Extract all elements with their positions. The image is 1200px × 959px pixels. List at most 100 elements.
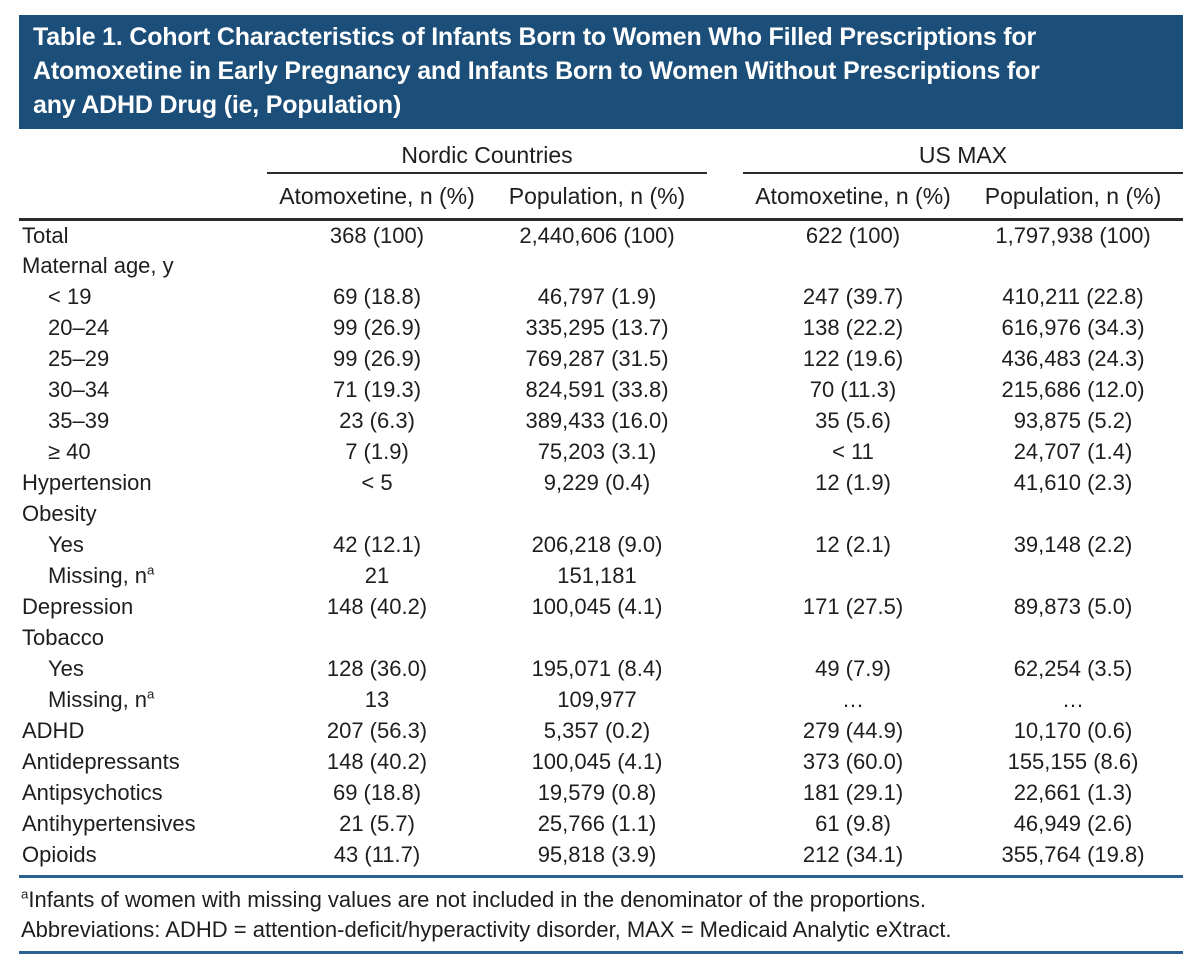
cell-value: 93,875 (5.2) — [1013, 408, 1133, 433]
cell-value: 247 (39.7) — [802, 284, 904, 309]
table-row: Maternal age, y — [19, 251, 1183, 282]
row-label: 30–34 — [48, 377, 110, 402]
cell-value: 43 (11.7) — [333, 842, 421, 867]
row-label: 35–39 — [48, 408, 110, 433]
table-row: Missing, na 21 151,181 — [19, 561, 1183, 592]
cell-value: 9,229 (0.4) — [543, 470, 651, 495]
column-gap — [707, 375, 743, 406]
cell-value: 355,764 (19.8) — [1001, 842, 1145, 867]
cell-value: 100,045 (4.1) — [531, 594, 663, 619]
footnotes-section: aInfants of women with missing values ar… — [19, 874, 1183, 954]
column-gap — [707, 716, 743, 747]
cell-value: 69 (18.8) — [332, 780, 422, 805]
cell-value: 181 (29.1) — [802, 780, 904, 805]
cell-value: 100,045 (4.1) — [531, 749, 663, 774]
cell-value: 410,211 (22.8) — [1002, 284, 1144, 309]
cell-value: 21 — [364, 563, 390, 588]
table-row: 35–39 23 (6.3) 389,433 (16.0) 35 (5.6) 93,87… — [19, 406, 1183, 437]
cell-value: 212 (34.1) — [802, 842, 904, 867]
col-header-nordic-atomoxetine: Atomoxetine, n (%) — [267, 173, 487, 221]
cohort-characteristics-table: Nordic Countries US MAX Atomoxetine, n (… — [19, 129, 1184, 871]
column-gap — [707, 437, 743, 468]
cell-value: 25,766 (1.1) — [537, 811, 657, 836]
row-label: Antidepressants — [22, 749, 180, 774]
row-label: Obesity — [22, 501, 97, 526]
row-label: Total — [22, 222, 69, 248]
row-label: Maternal age, y — [22, 253, 174, 278]
cell-value: 207 (56.3) — [326, 718, 428, 743]
column-gap — [707, 685, 743, 716]
cell-value: 99 (26.9) — [332, 315, 422, 340]
column-subheader-row: Atomoxetine, n (%) Population, n (%) Ato… — [19, 173, 1184, 221]
row-label: ADHD — [22, 718, 85, 743]
table-row: 30–34 71 (19.3) 824,591 (33.8) 70 (11.3) 215… — [19, 375, 1183, 406]
column-gap — [707, 129, 743, 173]
cell-value: 13 — [364, 687, 390, 712]
footnote-a-text: Infants of women with missing values are… — [28, 886, 926, 912]
cell-value: 335,295 (13.7) — [525, 315, 669, 340]
cell-value: 373 (60.0) — [802, 749, 904, 774]
table-row: Hypertension < 5 9,229 (0.4) 12 (1.9) 41,610… — [19, 468, 1183, 499]
row-label: < 19 — [48, 284, 92, 309]
cell-value — [963, 499, 1183, 530]
cell-value: 71 (19.3) — [332, 377, 422, 402]
cell-value: 46,797 (1.9) — [537, 284, 657, 309]
cell-value: 151,181 — [557, 563, 637, 588]
cell-value: < 11 — [832, 439, 874, 464]
table-title-line-2: Atomoxetine in Early Pregnancy and Infan… — [33, 57, 1040, 85]
cell-value — [743, 623, 963, 654]
cell-value — [267, 623, 487, 654]
cell-value — [963, 561, 1183, 592]
cell-value: < 5 — [361, 470, 393, 495]
column-gap — [707, 592, 743, 623]
column-gap — [707, 499, 743, 530]
cell-value: 41,610 (2.3) — [1013, 470, 1133, 495]
table-row: Opioids 43 (11.7) 95,818 (3.9) 212 (34.1) 35… — [19, 840, 1183, 871]
cell-value: 61 (9.8) — [815, 811, 891, 836]
column-gap — [707, 561, 743, 592]
column-gap — [707, 654, 743, 685]
column-gap — [707, 623, 743, 654]
cell-value: 69 (18.8) — [332, 284, 422, 309]
table-row: Antihypertensives 21 (5.7) 25,766 (1.1) 61 … — [19, 809, 1183, 840]
column-gap — [707, 530, 743, 561]
cell-value: 70 (11.3) — [809, 377, 897, 402]
column-gap — [707, 251, 743, 282]
table-row: 20–24 99 (26.9) 335,295 (13.7) 138 (22.2) 61… — [19, 313, 1183, 344]
table-row: Missing, na 13 109,977…… — [19, 685, 1183, 716]
col-header-nordic-population: Population, n (%) — [487, 173, 708, 221]
row-label: Tobacco — [22, 625, 104, 650]
row-label-superscript: a — [147, 562, 155, 578]
footnote-abbreviations-text: Abbreviations: ADHD = attention-deficit/… — [21, 916, 952, 942]
cell-value: 128 (36.0) — [326, 656, 428, 681]
row-label: Antihypertensives — [22, 811, 196, 836]
cell-value: 622 (100) — [805, 222, 901, 248]
row-label-superscript: a — [147, 686, 155, 702]
column-group-us-max: US MAX — [743, 129, 1184, 174]
cell-value: 1,797,938 (100) — [995, 222, 1151, 248]
cell-value: 389,433 (16.0) — [525, 408, 669, 433]
row-label: 25–29 — [48, 346, 110, 371]
cell-value — [743, 561, 963, 592]
column-gap — [707, 406, 743, 437]
column-gap — [707, 840, 743, 871]
cell-value — [487, 251, 707, 282]
cell-value: 138 (22.2) — [802, 315, 904, 340]
table-title-bar: Table 1. Cohort Characteristics of Infan… — [19, 15, 1183, 129]
cell-value: 2,440,606 (100) — [519, 222, 675, 248]
cell-value: 616,976 (34.3) — [1001, 315, 1145, 340]
cell-value: 436,483 (24.3) — [1001, 346, 1145, 371]
cell-value: 155,155 (8.6) — [1007, 749, 1139, 774]
row-label: ≥ 40 — [48, 439, 91, 464]
cell-value: 279 (44.9) — [802, 718, 904, 743]
table-row: Yes 128 (36.0) 195,071 (8.4) 49 (7.9) 62,254… — [19, 654, 1183, 685]
column-gap — [707, 809, 743, 840]
table-row: ≥ 40 7 (1.9) 75,203 (3.1) < 11 24,707 (1.4) — [19, 437, 1183, 468]
row-label: Missing, na — [48, 686, 155, 712]
row-label: Opioids — [22, 842, 97, 867]
cell-value: 39,148 (2.2) — [1013, 532, 1133, 557]
cell-value — [963, 251, 1183, 282]
cell-value: 19,579 (0.8) — [537, 780, 657, 805]
cell-value: 10,170 (0.6) — [1013, 718, 1133, 743]
cell-value: 75,203 (3.1) — [537, 439, 657, 464]
